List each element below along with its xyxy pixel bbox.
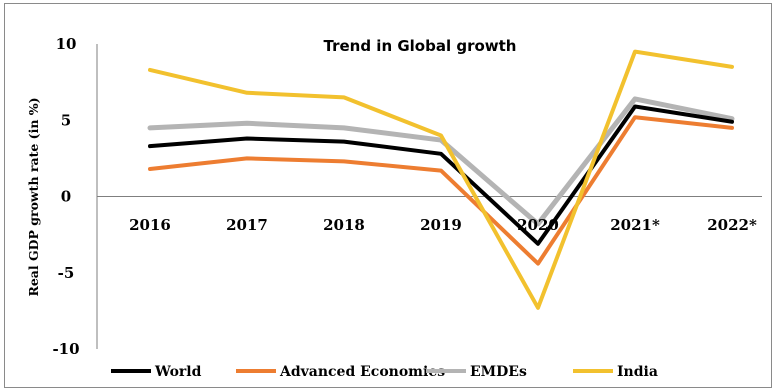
line-chart: Trend in Global growth Real GDP growth r… — [26, 35, 762, 380]
legend-item: India — [573, 364, 658, 380]
x-tick-label: 2018 — [323, 216, 365, 234]
x-tick-labels: 2016 2017 2018 2019 2020 2021* 2022* — [129, 216, 757, 234]
y-tick-label: -10 — [52, 340, 79, 358]
y-tick-label: 5 — [61, 111, 71, 129]
x-tick-label: 2019 — [420, 216, 462, 234]
x-tick-label: 2022* — [707, 216, 757, 234]
y-tick-label: 0 — [61, 188, 71, 206]
legend: World Advanced Economies EMDEs India — [111, 364, 658, 380]
legend-label: India — [617, 364, 658, 380]
chart-title: Trend in Global growth — [324, 37, 517, 55]
legend-label: EMDEs — [470, 364, 527, 380]
legend-label: Advanced Economies — [279, 364, 445, 380]
series-line-advanced-economies — [148, 115, 734, 266]
legend-label: World — [154, 364, 202, 380]
y-tick-label: 10 — [56, 35, 77, 53]
series-layer — [147, 49, 735, 310]
y-axis-label: Real GDP growth rate (in %) — [26, 97, 41, 296]
x-tick-label: 2021* — [610, 216, 660, 234]
series-line-india — [148, 49, 734, 310]
chart-frame: Trend in Global growth Real GDP growth r… — [4, 3, 772, 388]
legend-item: World — [111, 364, 202, 380]
series-line-world — [148, 104, 734, 246]
series-line-emdes — [147, 96, 735, 227]
axes: 10 5 0 -5 -10 — [52, 35, 762, 358]
legend-item: EMDEs — [426, 364, 527, 380]
y-tick-label: -5 — [58, 264, 75, 282]
x-tick-label: 2020 — [517, 216, 559, 234]
x-tick-label: 2016 — [129, 216, 171, 234]
legend-item: Advanced Economies — [236, 364, 445, 380]
x-tick-label: 2017 — [226, 216, 268, 234]
